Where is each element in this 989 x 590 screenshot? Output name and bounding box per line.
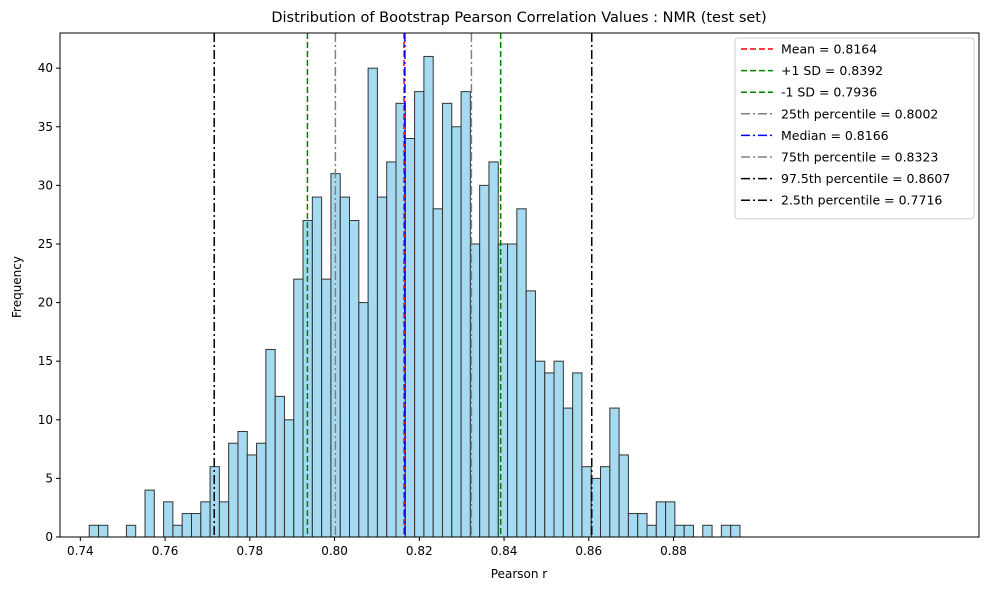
histogram-bar [423,55,434,538]
histogram-bar [339,196,351,538]
legend-entry: 25th percentile = 0.8002 [781,106,938,121]
histogram-bar [265,348,276,538]
histogram-bar [507,243,518,538]
histogram-bar [367,67,378,538]
histogram-bar [283,419,295,538]
histogram-bar [534,360,546,538]
legend-entry: Mean = 0.8164 [781,42,877,57]
histogram-bar [600,466,611,538]
histogram-bar [404,137,416,538]
histogram-bar [274,395,285,538]
y-tick-label: 40 [38,61,53,75]
histogram-bar [665,501,676,538]
plot-area-frame [59,32,980,538]
x-tick-label: 0.78 [236,544,263,558]
legend-entry: 2.5th percentile = 0.7716 [781,193,942,208]
histogram-bar [720,524,732,538]
y-tick-label: 15 [38,354,53,368]
y-tick-label: 0 [45,530,53,544]
histogram-bar [674,524,685,538]
histogram-bar [98,524,109,538]
histogram-bar [172,524,183,538]
histogram-bar [441,102,453,538]
y-axis-label: Frequency [10,256,24,318]
y-axis-ticks: 0 5 10 15 20 25 30 35 40 [38,61,60,544]
histogram-bar [246,454,258,538]
x-tick-label: 0.74 [67,544,94,558]
x-tick-label: 0.84 [491,544,518,558]
histogram-bar [451,126,462,538]
histogram-bar [125,524,137,538]
histogram-bar [488,161,499,538]
legend-entry: Median = 0.8166 [781,128,889,143]
histogram-bar [163,501,174,538]
legend: Mean = 0.8164 +1 SD = 0.8392 -1 SD = 0.793… [734,37,975,220]
histogram-bars [88,55,741,538]
histogram-bar [432,208,443,538]
histogram-bar [497,243,509,538]
histogram-bar [609,407,620,538]
reference-lines [213,33,593,537]
legend-entry: 97.5th percentile = 0.8607 [781,171,950,186]
chart-title: Distribution of Bootstrap Pearson Correl… [271,10,766,26]
histogram-bar [311,196,323,538]
histogram-bar [516,208,527,538]
histogram-bar [376,196,388,538]
histogram-bar [525,290,536,538]
histogram-bar [414,91,425,538]
x-tick-label: 0.86 [575,544,602,558]
histogram-bar [349,220,360,538]
histogram-bar [293,278,304,538]
y-tick-label: 35 [38,120,53,134]
histogram-bar [544,372,555,538]
histogram-bar [190,513,202,538]
histogram-bar [321,278,332,538]
x-axis-label: Pearson r [491,567,547,581]
x-tick-label: 0.76 [152,544,179,558]
histogram-bar [181,513,192,538]
histogram-bar [358,302,369,538]
histogram-bar [683,524,694,538]
histogram-bar [386,161,397,538]
histogram-bar [218,501,230,538]
x-tick-label: 0.80 [321,544,348,558]
histogram-bar [228,442,239,538]
histogram-bar [460,91,471,538]
x-axis-ticks: 0.74 0.76 0.78 0.80 0.82 0.84 0.86 0.88 [67,537,687,558]
histogram-bar [562,407,574,538]
histogram-bar [256,442,267,538]
histogram-bar [572,372,583,538]
histogram-bar [479,184,490,538]
histogram-bar [237,431,248,538]
legend-entry: 75th percentile = 0.8323 [781,150,938,165]
y-tick-label: 30 [38,178,53,192]
legend-entry: +1 SD = 0.8392 [781,63,883,78]
histogram-bar [730,524,741,538]
y-tick-label: 5 [45,471,53,485]
histogram-bar [702,524,713,538]
histogram-bar [646,524,657,538]
histogram-bar [553,360,564,538]
histogram-bar [627,513,639,538]
histogram-bar [200,501,211,538]
histogram-bar [88,524,100,538]
histogram-bar [581,466,592,538]
x-tick-label: 0.88 [660,544,687,558]
legend-entry: -1 SD = 0.7936 [781,85,877,100]
histogram-bar [618,454,629,538]
histogram-bar [144,489,155,538]
histogram-bar [655,501,667,538]
histogram-bar [590,477,602,538]
legend-box [734,37,975,220]
x-tick-label: 0.82 [406,544,433,558]
y-tick-label: 25 [38,237,53,251]
y-tick-label: 10 [38,413,53,427]
histogram-bar [637,513,648,538]
y-tick-label: 20 [38,296,53,310]
